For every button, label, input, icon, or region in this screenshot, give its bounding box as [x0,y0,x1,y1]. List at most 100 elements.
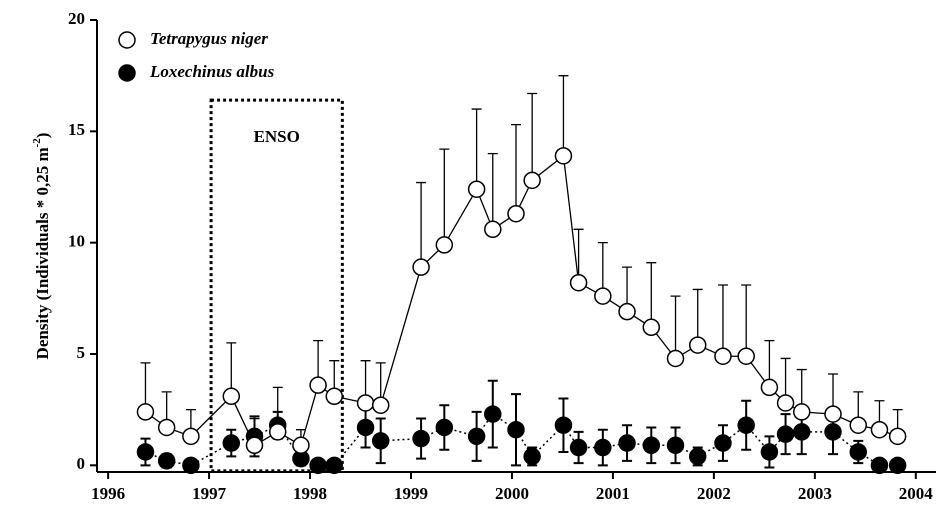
x-tick-label: 1998 [293,484,327,503]
data-point [714,434,732,452]
data-point [554,416,573,434]
data-point [182,427,200,446]
x-tick-label: 1997 [192,484,227,503]
data-point [760,443,779,461]
legend-label: Tetrapygus niger [150,29,268,48]
data-point [412,258,430,276]
error-bar [527,92,538,181]
error-bar [717,284,728,357]
data-point [467,180,486,198]
error-bar [692,288,703,346]
data-point [666,436,685,455]
x-tick-label: 2000 [495,484,529,503]
error-bar [439,148,450,245]
data-point [618,434,636,452]
data-point [870,420,889,439]
data-point [309,456,327,475]
data-point [245,436,264,455]
x-tick-label: 2002 [697,484,731,503]
data-point [849,443,868,461]
data-point [569,438,588,457]
data-point [688,447,707,466]
y-axis-label: Density (Individuals * 0,25 m-2) [31,133,52,360]
error-bar [416,181,427,268]
data-point [688,336,707,354]
data-point [870,456,889,475]
data-point [467,427,486,446]
data-point [714,347,732,365]
data-point [507,204,525,223]
y-label-sup: -2 [31,138,43,148]
data-point [569,273,588,292]
data-point [642,318,661,337]
error-bar [558,75,569,156]
data-point [136,443,155,461]
y-tick-label: 5 [77,343,86,362]
error-bar [510,124,521,214]
y-tick-label: 0 [77,454,86,473]
data-point [325,456,344,475]
y-tick-label: 15 [68,120,85,139]
x-tick-label: 1999 [394,484,428,503]
x-tick-label: 2004 [899,484,934,503]
data-point [325,387,344,406]
data-point [737,347,755,365]
data-point [507,420,525,439]
error-bar [573,228,584,283]
data-point [792,403,811,421]
data-point [222,387,241,406]
data-point [737,416,755,434]
data-point [776,394,795,412]
data-point [666,349,685,368]
data-point [136,403,155,421]
data-point [554,147,573,165]
data-point [888,456,907,475]
data-point [824,423,842,441]
data-point [157,452,176,470]
y-tick-label: 10 [68,232,85,251]
error-bar [646,262,657,328]
error-bar [487,152,498,230]
data-point [888,427,907,446]
y-tick-label: 20 [68,9,85,28]
error-bar [597,242,608,297]
data-point [792,423,811,441]
data-point [776,425,795,443]
data-point [356,394,375,412]
y-label-suffix: ) [33,133,52,139]
data-point [268,423,287,441]
enso-label: ENSO [254,127,300,146]
data-point [371,396,390,414]
data-point [371,432,390,450]
enso-box [209,98,344,473]
error-bar [471,108,482,190]
data-point [356,418,375,437]
data-point [222,434,241,452]
data-point [412,429,430,448]
error-bar [741,284,752,357]
data-point [157,418,176,437]
legend-marker [118,31,136,49]
error-bar [670,295,681,359]
data-point [523,171,541,190]
data-point [484,220,502,239]
x-tick-label: 2003 [798,484,832,503]
data-point [292,436,310,455]
y-label-text: Density (Individuals * 0,25 m [33,147,52,359]
error-bar [226,342,237,397]
legend-marker [118,64,136,82]
data-point [435,418,454,437]
data-point [642,436,661,455]
legend-label: Loxechinus albus [149,62,275,81]
data-point [760,378,779,397]
data-point [182,456,200,475]
x-tick-label: 2001 [596,484,630,503]
data-point [824,405,842,423]
data-point [484,405,502,423]
data-point [309,376,327,394]
data-point [594,438,612,457]
data-point [523,447,541,466]
x-tick-label: 1996 [91,484,125,503]
